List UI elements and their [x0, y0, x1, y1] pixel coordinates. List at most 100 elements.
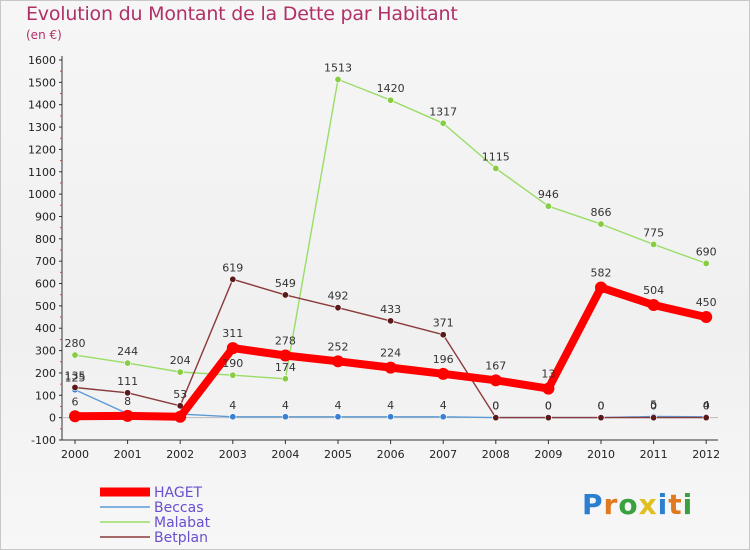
data-label: 1317 [429, 105, 457, 118]
logo-letter: t [668, 488, 683, 521]
x-tick-label: 2005 [324, 448, 352, 461]
x-tick-label: 2010 [587, 448, 615, 461]
data-label: 204 [170, 354, 191, 367]
legend-label-haget: HAGET [154, 485, 203, 501]
data-point [387, 317, 395, 325]
data-label: 690 [696, 245, 717, 258]
data-label: 946 [538, 188, 559, 201]
x-tick-label: 2011 [640, 448, 668, 461]
data-point [229, 371, 237, 379]
data-label: 0 [492, 400, 499, 413]
data-label: 866 [591, 206, 612, 219]
data-label: 174 [275, 361, 296, 374]
data-point [71, 383, 79, 391]
data-label: 0 [545, 400, 552, 413]
x-tick-label: 2012 [692, 448, 720, 461]
y-tick-label: 800 [35, 233, 56, 246]
data-label: 4 [387, 399, 394, 412]
data-label: 4 [440, 399, 447, 412]
y-tick-label: 1000 [28, 188, 56, 201]
x-tick-label: 2000 [61, 448, 89, 461]
data-label: 433 [380, 303, 401, 316]
data-point [334, 75, 342, 83]
data-point [489, 374, 502, 387]
data-label: 244 [117, 345, 138, 358]
data-label: 4 [335, 399, 342, 412]
data-point [71, 351, 79, 359]
chart-series [69, 75, 713, 423]
y-tick-label: 100 [35, 389, 56, 402]
y-tick-label: 1300 [28, 121, 56, 134]
data-label: 582 [591, 267, 612, 280]
data-point [229, 275, 237, 283]
x-tick-label: 2008 [482, 448, 510, 461]
data-label: 775 [643, 226, 664, 239]
data-point [437, 367, 450, 380]
proxiti-logo: Proxiti [582, 488, 693, 521]
data-label: 492 [328, 290, 349, 303]
data-label: 0 [650, 400, 657, 413]
data-label: 224 [380, 347, 401, 360]
y-tick-label: 400 [35, 322, 56, 335]
data-point [176, 368, 184, 376]
data-point [544, 202, 552, 210]
logo-letter: r [603, 488, 619, 521]
data-point [384, 361, 397, 374]
data-label: 135 [65, 369, 86, 382]
data-point [334, 304, 342, 312]
series-line-malabat [74, 78, 707, 380]
data-label: 371 [433, 317, 454, 330]
data-label: 0 [598, 400, 605, 413]
data-point [650, 240, 658, 248]
y-tick-label: 0 [49, 412, 56, 425]
data-point [281, 413, 289, 421]
logo-letter: P [582, 488, 604, 521]
data-point [544, 414, 552, 422]
y-tick-label: 1200 [28, 143, 56, 156]
data-point [176, 402, 184, 410]
data-label: 549 [275, 277, 296, 290]
data-label: 6 [72, 395, 79, 408]
data-label: 450 [696, 296, 717, 309]
x-tick-label: 2006 [377, 448, 405, 461]
data-point [595, 281, 607, 294]
data-point [492, 414, 500, 422]
logo-letter: i [657, 488, 669, 521]
data-label: 8 [124, 395, 131, 408]
data-point [597, 414, 605, 422]
data-label: 0 [492, 400, 499, 413]
y-tick-label: 200 [35, 367, 56, 380]
data-point [226, 342, 239, 355]
data-label: 0 [598, 400, 605, 413]
data-point [700, 311, 713, 324]
data-label: 13 [541, 368, 555, 381]
y-tick-label: 1100 [28, 166, 56, 179]
y-tick-label: 300 [35, 345, 56, 358]
y-tick-label: 1400 [28, 99, 56, 112]
data-label: 4 [282, 399, 289, 412]
data-point [492, 164, 500, 172]
legend-label-malabat: Malabat [154, 515, 211, 531]
data-point [439, 331, 447, 339]
data-point [597, 220, 605, 228]
data-label: 0 [703, 400, 710, 413]
data-point [702, 414, 710, 422]
chart-axes: -100010020030040050060070080090010001100… [28, 54, 720, 461]
data-point [281, 291, 289, 299]
x-tick-label: 2001 [114, 448, 142, 461]
data-label: 0 [545, 400, 552, 413]
data-point [332, 355, 344, 368]
data-point [702, 259, 710, 267]
data-label: 278 [275, 335, 296, 348]
logo-letter: i [682, 488, 694, 521]
x-tick-label: 2004 [271, 448, 299, 461]
data-label: 619 [222, 261, 243, 274]
y-tick-label: 600 [35, 278, 56, 291]
data-label: 280 [65, 337, 86, 350]
data-label: 5 [650, 399, 657, 412]
data-point [69, 410, 81, 423]
data-point [334, 413, 342, 421]
